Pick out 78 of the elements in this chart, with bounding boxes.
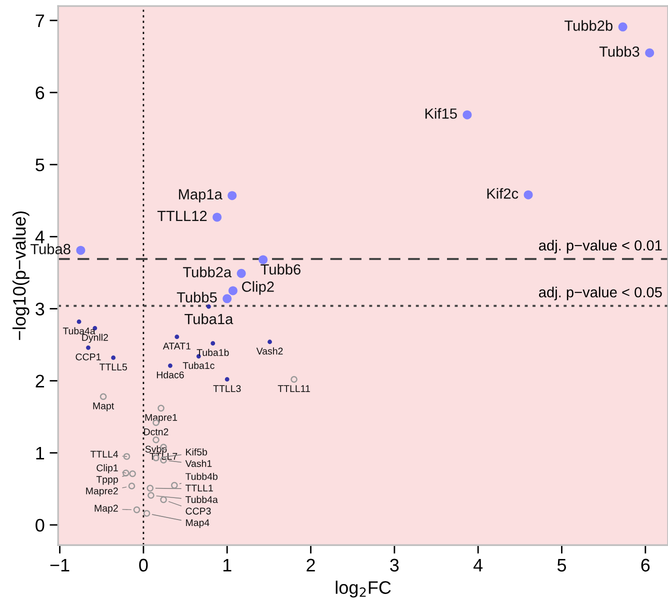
annotation: Dynll2 [82,334,108,343]
annotation: Tuba1c [182,362,214,369]
annotation: Mapre1 [145,414,178,423]
ref-line-label: adj. p−value < 0.01 [539,240,662,254]
annotation: Tppp [96,476,118,485]
y-tick-label: 2 [36,374,44,388]
point [258,255,268,264]
y-tick-label: 1 [36,446,44,460]
y-tick-label: 7 [36,14,44,27]
annotation: CCP3 [186,508,211,515]
annotation: TTLL1 [186,484,213,492]
annotation: ATAT1 [162,342,190,350]
annotation: TTLL4 [90,450,118,458]
y-tick-label: 3 [36,302,44,316]
annotation: CCP1 [76,353,101,360]
annotation: TTLL3 [213,385,241,392]
annotation: Tubb2b [564,20,612,31]
annotation: Tubb4b [186,472,218,480]
point [268,340,272,344]
annotation: Kif5b [186,448,208,456]
x-tick-label: −1 [50,558,70,572]
annotation: Tubb6 [260,264,300,275]
annotation: Map4 [186,519,210,528]
ref-line-label: adj. p−value < 0.05 [539,286,662,300]
annotation: Kif2c [487,188,518,199]
y-axis-title: −log10(p−value) [12,211,30,340]
point [86,345,90,350]
annotation: Map2 [94,504,118,514]
x-tick-label: 4 [473,558,483,572]
annotation: Dctn2 [144,428,168,436]
x-tick-label: 3 [390,558,399,572]
annotation: Clip1 [96,464,118,474]
y-tick-label: 4 [35,230,44,244]
annotation: Tubb4a [186,496,218,504]
annotation: Tuba1b [196,348,229,356]
point [618,22,628,32]
x-tick-label: 6 [641,558,650,572]
x-tick-label: 5 [557,558,566,572]
annotation: Mapt [93,402,114,412]
y-tick-label: 5 [36,158,44,172]
annotation: Vash1 [185,460,212,468]
y-tick-label: 6 [36,86,44,100]
point [524,190,533,200]
point [210,341,216,346]
y-tick-label: 0 [36,518,44,532]
x-tick-label: 1 [223,558,232,572]
annotation: Map1a [179,189,222,202]
point [174,334,180,340]
point [228,286,238,296]
annotation: Kif15 [425,108,457,119]
x-tick-label: 0 [139,558,148,572]
point [111,356,116,360]
annotation: Tuba8 [30,244,70,254]
annotation: Vash2 [256,347,283,355]
annotation: TTLL11 [278,385,310,392]
annotation: Hdac6 [156,371,184,378]
annotation: Tubb3 [599,46,640,57]
point [224,377,230,382]
point [212,212,222,222]
annotation: Tubb5 [176,292,217,303]
point [236,268,246,278]
point [168,363,172,368]
annotation: Tubb2a [183,266,232,278]
annotation: TTLL12 [157,210,207,221]
annotation: Tuba1a [184,314,234,324]
annotation: Mapre2 [86,488,118,496]
annotation: TTLL5 [100,364,127,370]
point [645,48,654,58]
annotation: Clip2 [242,281,274,295]
point [76,320,82,324]
x-axis-title: log$_{2}$FC [336,580,391,598]
x-tick-label: 2 [306,558,315,572]
point [228,191,237,200]
point [462,110,472,120]
point [76,246,86,255]
point [206,304,211,309]
annotation: Tuba4a [62,327,96,334]
point [222,294,232,304]
